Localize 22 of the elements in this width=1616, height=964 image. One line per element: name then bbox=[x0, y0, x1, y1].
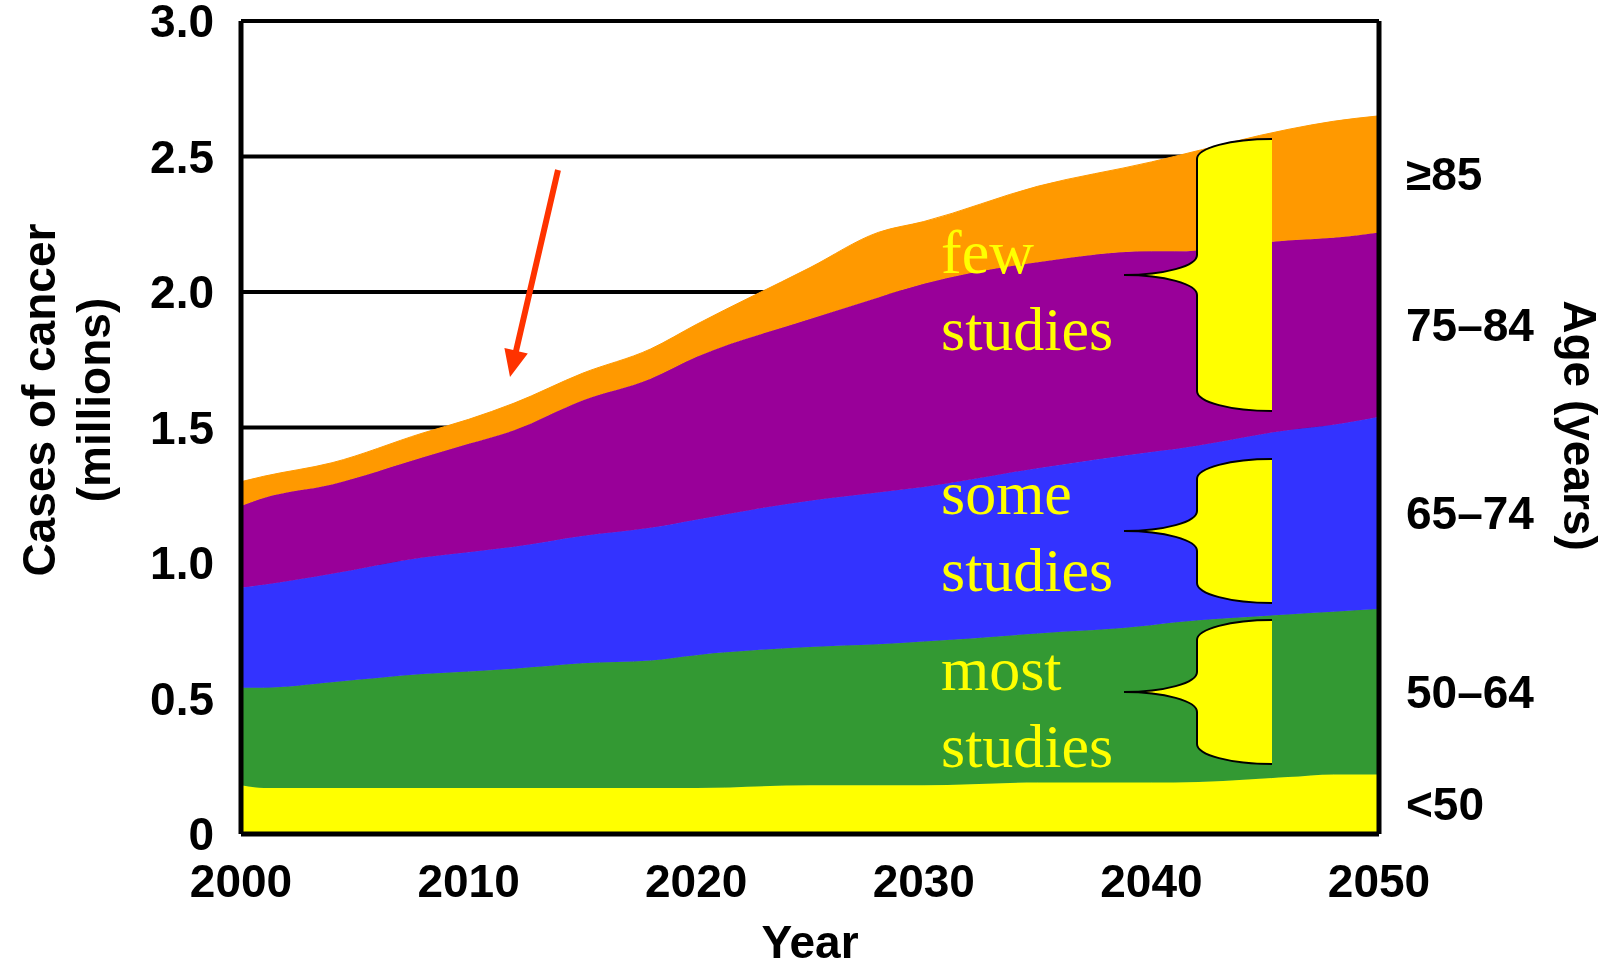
y-tick-label: 3.0 bbox=[150, 0, 214, 48]
series-label: 50–64 bbox=[1406, 665, 1535, 718]
series-label: 65–74 bbox=[1406, 486, 1535, 539]
x-tick-label: 2050 bbox=[1327, 854, 1431, 907]
x-tick-label: 2020 bbox=[645, 854, 748, 907]
series-label: <50 bbox=[1406, 778, 1485, 831]
y-tick-label: 0.5 bbox=[150, 672, 214, 725]
x-axis-title: Year bbox=[761, 916, 859, 964]
series-label: 75–84 bbox=[1406, 298, 1535, 351]
series-label: ≥85 bbox=[1406, 148, 1483, 201]
y-tick-label: 2.0 bbox=[150, 266, 214, 319]
x-tick-label: 2040 bbox=[1100, 854, 1203, 907]
x-tick-label: 2010 bbox=[417, 854, 520, 907]
y-axis-title: Cases of cancer (millions) bbox=[12, 222, 121, 579]
y-tick-label: 2.5 bbox=[150, 130, 214, 183]
legend-title: Age (years) bbox=[1554, 300, 1606, 551]
annotation: few studies bbox=[941, 218, 1114, 364]
annotation: most studies bbox=[941, 635, 1114, 781]
x-tick-label: 2030 bbox=[872, 854, 975, 907]
y-tick-label: 1.0 bbox=[150, 537, 214, 590]
annotation: some studies bbox=[941, 459, 1114, 605]
y-tick-label: 1.5 bbox=[150, 401, 214, 454]
